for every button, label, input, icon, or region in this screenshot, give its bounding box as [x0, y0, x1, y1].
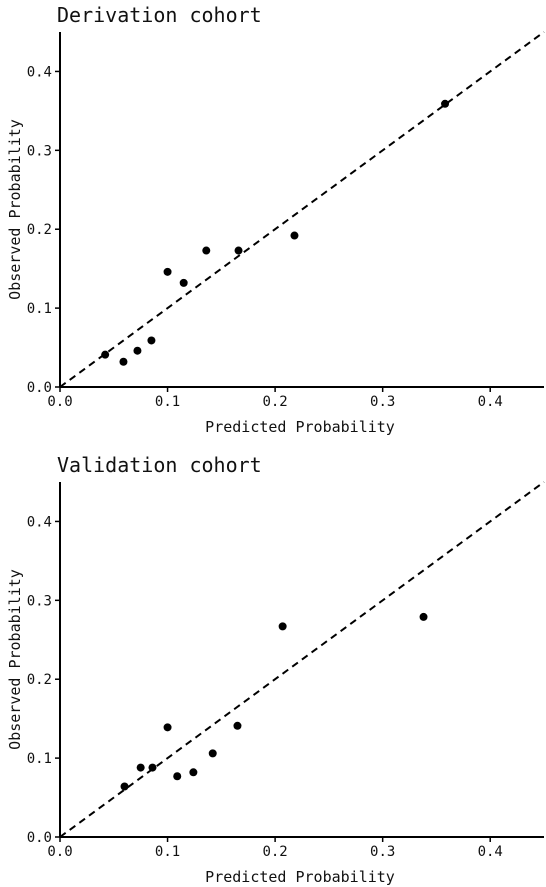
x-tick-label: 0.2	[262, 844, 287, 860]
y-tick-label: 0.3	[27, 143, 52, 159]
y-axis-label: Observed Probability	[6, 569, 24, 750]
chart-title: Validation cohort	[57, 453, 262, 477]
data-point	[136, 763, 145, 772]
chart-panel-1: Derivation cohort 0.0 0.1 0.2 0.3 0.4 0.0 0.1 0.…	[6, 3, 545, 436]
x-tick-label: 0.3	[370, 394, 395, 410]
reference-line	[59, 31, 545, 388]
data-point	[441, 99, 450, 108]
y-tick-label: 0.0	[27, 830, 52, 846]
reference-line	[59, 481, 545, 838]
y-tick-label: 0.2	[27, 672, 52, 688]
data-point	[419, 612, 428, 621]
data-point	[119, 357, 128, 366]
y-tick-label: 0.1	[27, 301, 52, 317]
x-axis-label: Predicted Probability	[205, 418, 395, 436]
chart-title: Derivation cohort	[57, 3, 262, 27]
x-tick-label: 0.4	[478, 844, 503, 860]
x-tick-label: 0.1	[155, 394, 180, 410]
x-tick-label: 0.3	[370, 844, 395, 860]
data-point	[290, 231, 299, 240]
data-point	[233, 721, 242, 730]
data-point	[234, 246, 243, 255]
y-axis-label: Observed Probability	[6, 119, 24, 300]
data-point	[101, 350, 110, 359]
data-point	[202, 246, 211, 255]
chart-panel-2: Validation cohort 0.0 0.1 0.2 0.3 0.4 0.0 0.1 0.…	[6, 453, 545, 886]
y-tick-label: 0.4	[27, 64, 52, 80]
data-point	[163, 267, 172, 276]
data-point	[148, 763, 157, 772]
data-point	[278, 622, 287, 631]
y-tick-label: 0.0	[27, 380, 52, 396]
x-tick-label: 0.0	[47, 394, 72, 410]
data-point	[133, 346, 142, 355]
data-point	[179, 278, 188, 287]
x-tick-label: 0.1	[155, 844, 180, 860]
data-point	[120, 782, 129, 791]
data-point	[163, 723, 172, 732]
data-point	[208, 749, 217, 758]
data-point	[173, 772, 182, 781]
data-point	[147, 336, 156, 345]
y-tick-label: 0.2	[27, 222, 52, 238]
data-point	[189, 768, 198, 777]
x-tick-label: 0.2	[262, 394, 287, 410]
y-tick-label: 0.3	[27, 593, 52, 609]
y-tick-label: 0.4	[27, 514, 52, 530]
x-tick-label: 0.4	[478, 394, 503, 410]
x-tick-label: 0.0	[47, 844, 72, 860]
x-axis-label: Predicted Probability	[205, 868, 395, 886]
y-tick-label: 0.1	[27, 751, 52, 767]
